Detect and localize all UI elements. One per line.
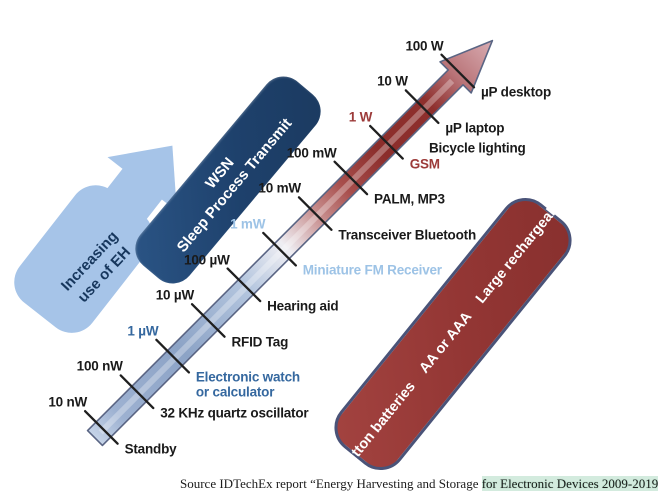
tick-mark [404,89,440,125]
power-label: 1 µW [127,323,159,339]
power-label: 1 mW [230,216,266,232]
power-label: 100 nW [76,359,123,375]
source-text-prefix: Source IDTechEx report “Energy Harvestin… [180,476,482,491]
device-label: µP laptop [445,120,505,136]
device-label: GSM [409,156,440,172]
tick-mark [297,196,333,231]
tick-mark [190,303,226,338]
device-label: Hearing aid [267,298,339,314]
tick-mark [369,124,404,160]
device-label: Electronic watch or calculator [195,369,300,400]
power-label: 10 W [377,74,408,90]
device-label: Standby [124,441,177,457]
power-arrow-shape [86,39,494,447]
eh-block-arrow [14,145,177,333]
battery-box-segment: AA or AAA [416,309,476,377]
device-label: PALM, MP3 [374,191,445,207]
arrow-sheen [98,78,455,435]
tick-mark [155,338,191,374]
power-label: 100 mW [286,145,337,161]
tick-mark [440,53,476,89]
tick-mark [119,374,155,410]
device-label: Transceiver Bluetooth [338,227,476,243]
power-axis-arrow [83,39,494,447]
power-label: 1 W [348,109,373,125]
device-label: µP desktop [480,84,552,100]
power-label: 100 µW [184,252,230,268]
tick-mark [333,160,369,196]
device-label: RFID Tag [231,334,289,350]
power-label: 10 mW [258,180,301,196]
tick-mark [83,409,119,445]
device-label: 32 KHz quartz oscillator [160,405,309,421]
tick-mark [226,267,262,303]
power-label: 100 W [405,38,444,54]
tick-mark [262,231,297,267]
source-line: Source IDTechEx report “Energy Harvestin… [180,476,658,492]
device-label: Miniature FM Receiver [302,263,442,279]
power-label: 10 µW [155,287,194,303]
power-label: 10 nW [48,394,88,410]
device-label-bicycle-lighting: Bicycle lighting [429,140,526,156]
source-text-highlight: for Electronic Devices 2009-2019 [481,476,658,491]
